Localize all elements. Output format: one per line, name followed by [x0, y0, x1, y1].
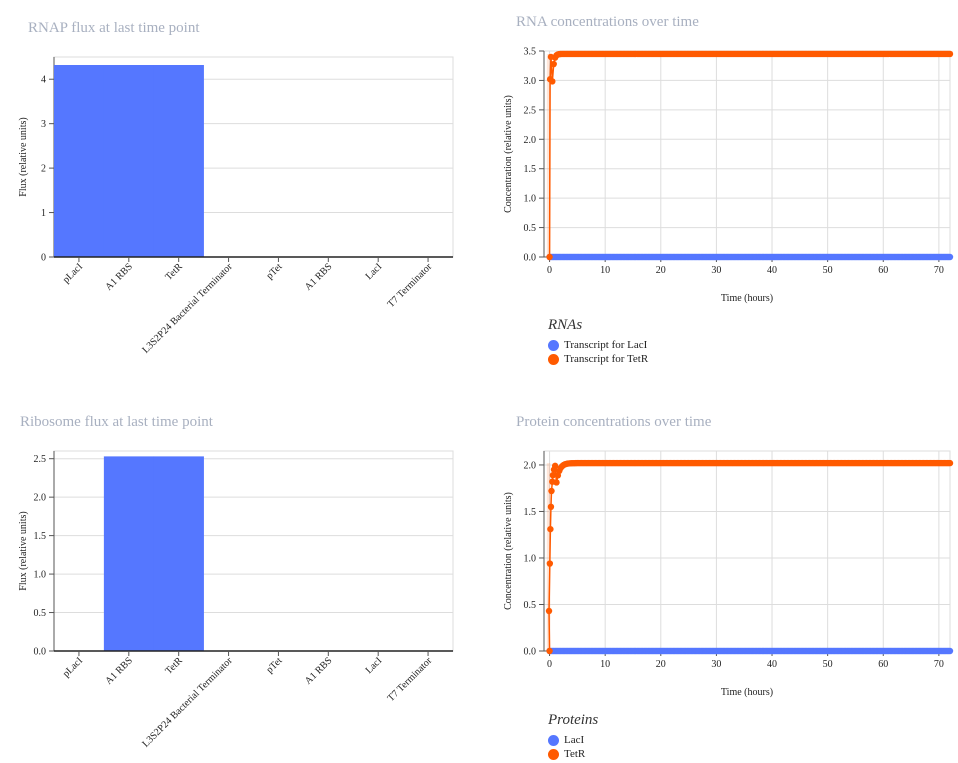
protein-ytick-label-0: 0.0 [524, 647, 537, 658]
rna-point-transcript-for-tetr-3 [549, 78, 556, 85]
rnap-bar-2-tetr [153, 65, 204, 257]
protein-xlabel: Time (hours) [721, 687, 773, 698]
protein-xtick-label-3: 30 [711, 659, 721, 670]
rna-point-transcript-for-laci-288 [946, 253, 954, 261]
rnap-bar-0-placi [54, 65, 105, 257]
rna-xtick-label-6: 60 [878, 265, 888, 276]
legend-swatch-tetr-protein [548, 748, 559, 760]
legend-label-tetr-transcript: Transcript for TetR [564, 353, 649, 365]
protein-ytick-label-2: 1.0 [524, 553, 537, 564]
legend-swatch-laci-protein [548, 734, 559, 746]
ribosome-flux-title: Ribosome flux at last time point [20, 414, 213, 430]
protein-point-tetr-10 [553, 479, 560, 486]
rna-legend: RNAs Transcript for LacI Transcript for … [548, 317, 648, 366]
protein-ytick-label-4: 2.0 [524, 460, 537, 471]
rna-ytick-label-0: 0.0 [524, 253, 537, 264]
rna-band-transcript-for-tetr [546, 53, 551, 257]
protein-point-tetr-4 [547, 503, 555, 511]
ribosome-bar-1-a1-rbs [103, 456, 155, 651]
rnap-ytick-label-3: 3 [41, 119, 46, 130]
rnap-bar-1-a1-rbs [103, 65, 155, 257]
protein-series-tetr [545, 459, 954, 655]
rna-point-transcript-for-tetr-0 [546, 253, 553, 261]
rna-series-transcript-for-tetr [546, 50, 954, 261]
legend-swatch-tetr-transcript [548, 353, 559, 365]
rna-ylabel: Concentration (relative units) [503, 95, 514, 213]
legend-item-laci-transcript[interactable]: Transcript for LacI [548, 338, 648, 352]
protein-band-tetr [546, 463, 551, 651]
protein-point-tetr-293 [946, 459, 954, 467]
protein-xtick-label-1: 10 [600, 659, 610, 670]
rnap-ytick-label-2: 2 [41, 164, 46, 175]
ribosome-ytick-label-5: 2.5 [34, 454, 47, 465]
protein-ytick-label-3: 1.5 [524, 507, 537, 518]
rnap-ytick-label-1: 1 [41, 208, 46, 219]
protein-concentration-title: Protein concentrations over time [516, 414, 712, 430]
rna-ytick-label-3: 1.5 [524, 164, 537, 175]
rnap-flux-title: RNAP flux at last time point [28, 20, 200, 36]
rna-xtick-label-5: 50 [823, 265, 833, 276]
protein-xtick-label-2: 20 [656, 659, 666, 670]
rna-concentration-title: RNA concentrations over time [516, 14, 699, 30]
rna-ytick-label-7: 3.5 [524, 47, 537, 58]
legend-item-tetr-protein[interactable]: TetR [548, 747, 598, 761]
protein-legend: Proteins LacI TetR [548, 712, 598, 761]
ribosome-bar-2-tetr [153, 456, 204, 651]
protein-xtick-label-0: 0 [547, 659, 552, 670]
protein-line-tetr [548, 462, 950, 652]
legend-label-laci-transcript: Transcript for LacI [564, 339, 648, 351]
ribosome-ytick-label-3: 1.5 [34, 531, 47, 542]
rna-xtick-label-0: 0 [547, 265, 552, 276]
rnap-ylabel: Flux (relative units) [18, 117, 29, 196]
protein-series-laci [546, 647, 954, 655]
legend-swatch-laci-transcript [548, 339, 559, 351]
rnap-ytick-label-0: 0 [41, 253, 46, 264]
protein-point-laci-288 [946, 647, 954, 655]
ribosome-ytick-label-1: 0.5 [34, 608, 47, 619]
rna-xtick-label-7: 70 [934, 265, 944, 276]
rna-xtick-label-1: 10 [600, 265, 610, 276]
protein-point-tetr-2 [546, 560, 554, 567]
protein-xtick-label-4: 40 [767, 659, 777, 670]
protein-ytick-label-1: 0.5 [524, 600, 537, 611]
rna-ytick-label-1: 0.5 [524, 223, 537, 234]
rna-xtick-label-2: 20 [656, 265, 666, 276]
ribosome-ytick-label-0: 0.0 [34, 647, 47, 658]
protein-xtick-label-7: 70 [934, 659, 944, 670]
rna-point-transcript-for-tetr-289 [946, 50, 954, 58]
rna-series-transcript-for-laci [546, 253, 954, 261]
rna-legend-title: RNAs [548, 317, 583, 333]
legend-label-tetr-protein: TetR [564, 748, 586, 760]
rna-ytick-label-6: 3.0 [524, 76, 537, 87]
protein-point-tetr-5 [548, 487, 555, 495]
legend-item-laci-protein[interactable]: LacI [548, 733, 598, 747]
ribosome-ytick-label-2: 1.0 [34, 570, 47, 581]
protein-xtick-label-6: 60 [878, 659, 888, 670]
protein-point-tetr-7 [549, 471, 557, 479]
legend-item-tetr-transcript[interactable]: Transcript for TetR [548, 352, 648, 366]
rna-ytick-label-4: 2.0 [524, 135, 537, 146]
rnap-ytick-label-4: 4 [41, 75, 46, 86]
legend-label-laci-protein: LacI [564, 734, 585, 746]
protein-point-tetr-0 [546, 647, 553, 655]
protein-point-tetr-9 [551, 462, 559, 470]
rna-ytick-label-2: 1.0 [524, 194, 537, 205]
rna-xtick-label-3: 30 [711, 265, 721, 276]
rna-xlabel: Time (hours) [721, 293, 773, 304]
rna-point-transcript-for-tetr-4 [550, 60, 557, 68]
protein-point-tetr-3 [547, 525, 554, 533]
protein-ylabel: Concentration (relative units) [503, 492, 514, 610]
rna-ytick-label-5: 2.5 [524, 105, 537, 116]
protein-legend-title: Proteins [548, 712, 599, 728]
protein-xtick-label-5: 50 [823, 659, 833, 670]
ribosome-ylabel: Flux (relative units) [18, 511, 29, 590]
rna-xtick-label-4: 40 [767, 265, 777, 276]
protein-point-tetr-1 [545, 607, 553, 615]
ribosome-ytick-label-4: 2.0 [34, 493, 47, 504]
